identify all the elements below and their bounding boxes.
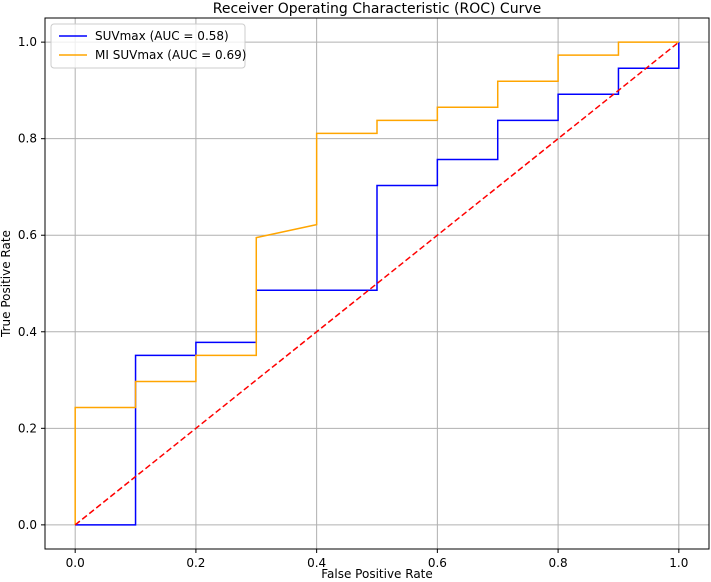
x-tick-label: 0.4 xyxy=(307,556,326,570)
x-tick-label: 0.8 xyxy=(549,556,568,570)
legend-box xyxy=(50,23,246,69)
chart-title: Receiver Operating Characteristic (ROC) … xyxy=(213,1,542,17)
plot-frame xyxy=(44,17,710,550)
x-tick-label: 0.6 xyxy=(428,556,447,570)
ticks: 0.0 0.2 0.4 0.6 0.8 1.0 0.0 0.2 0.4 0.6 0.8 1.0 xyxy=(18,35,688,570)
x-axis-title: False Positive Rate xyxy=(321,567,433,581)
y-tick-label: 0.8 xyxy=(18,132,37,146)
legend-label: MI SUVmax (AUC = 0.69) xyxy=(95,48,246,62)
series-layer xyxy=(74,41,680,526)
y-tick-label: 0.4 xyxy=(18,325,37,339)
y-tick-label: 1.0 xyxy=(18,35,37,49)
series-line-1 xyxy=(74,41,679,525)
y-tick-label: 0.2 xyxy=(18,421,37,435)
legend: SUVmax (AUC = 0.58) MI SUVmax (AUC = 0.69… xyxy=(50,23,246,69)
y-axis-title: True Positive Rate xyxy=(0,230,13,338)
legend-label: SUVmax (AUC = 0.58) xyxy=(95,29,229,43)
x-tick-label: 0.2 xyxy=(186,556,205,570)
y-tick-label: 0.0 xyxy=(18,518,37,532)
x-tick-label: 1.0 xyxy=(669,556,688,570)
x-tick-label: 0.0 xyxy=(66,556,85,570)
chance-diagonal-line xyxy=(74,41,680,526)
y-tick-label: 0.6 xyxy=(18,228,37,242)
series-line-0 xyxy=(75,42,680,526)
